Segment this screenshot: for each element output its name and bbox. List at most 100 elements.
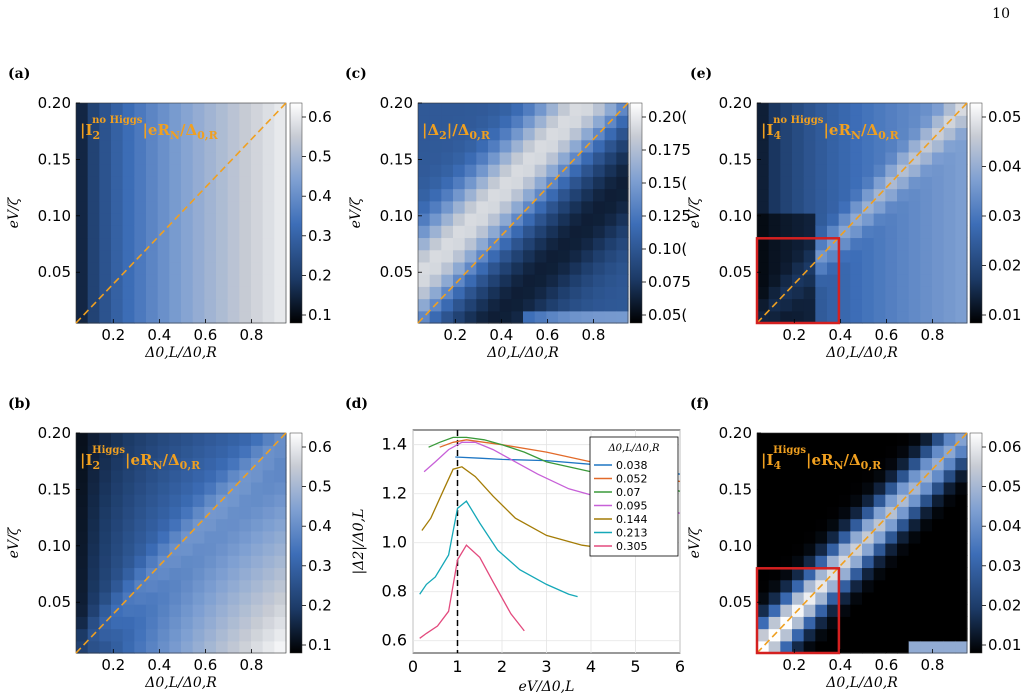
heatmap-cell xyxy=(873,115,886,129)
legend-label: 0.052 xyxy=(616,473,648,486)
heatmap-cell xyxy=(920,310,933,324)
heatmap-cell xyxy=(157,494,170,507)
heatmap-cell xyxy=(943,237,956,251)
y-tick-label: 0.20 xyxy=(719,94,752,112)
heatmap-cell xyxy=(181,433,194,446)
heatmap-cell xyxy=(239,616,252,630)
x-axis-label: Δ0,L/Δ0,R xyxy=(144,675,217,691)
heatmap-cell xyxy=(862,469,875,483)
heatmap-cell xyxy=(757,115,770,129)
heatmap-cell xyxy=(908,176,921,190)
heatmap-cell xyxy=(815,433,828,446)
heatmap-cell xyxy=(146,127,159,141)
heatmap-cell xyxy=(181,591,194,605)
heatmap-cell xyxy=(780,151,793,165)
heatmap-cell xyxy=(169,457,182,471)
heatmap-cell xyxy=(815,237,828,251)
y-tick-label: 0.05 xyxy=(719,593,752,611)
heatmap-cell xyxy=(99,164,112,177)
heatmap-cell xyxy=(464,151,477,165)
heatmap-cell xyxy=(757,530,770,544)
heatmap-cell xyxy=(169,433,182,446)
heatmap-cell xyxy=(262,103,275,116)
heatmap-cell xyxy=(111,310,124,324)
heatmap-cell xyxy=(838,469,851,483)
heatmap-cell xyxy=(262,286,275,300)
heatmap-cell xyxy=(216,139,229,153)
heatmap-cell xyxy=(76,103,89,116)
heatmap-cell xyxy=(169,127,182,141)
heatmap-cell xyxy=(803,249,816,263)
heatmap-cell xyxy=(593,237,606,251)
heatmap-cell xyxy=(862,481,875,495)
heatmap-cell xyxy=(616,115,629,129)
heatmap-cell xyxy=(181,103,194,116)
inset-title: |I2Higgs|eRN/Δ0,R xyxy=(80,445,201,472)
heatmap-cell xyxy=(192,530,205,544)
heatmap-cell xyxy=(192,481,205,495)
heatmap-cell xyxy=(920,579,933,593)
heatmap-cell xyxy=(873,628,886,642)
heatmap-cell xyxy=(216,176,229,190)
x-tick-label: 0.8 xyxy=(921,326,945,344)
heatmap-cell xyxy=(262,127,275,141)
heatmap-cell xyxy=(838,103,851,116)
heatmap-cell xyxy=(558,127,571,141)
heatmap-cell xyxy=(204,200,217,214)
heatmap-cell xyxy=(873,127,886,141)
heatmap-cell xyxy=(157,249,170,263)
heatmap-cell xyxy=(780,445,793,459)
heatmap-cell xyxy=(815,555,828,569)
legend-box xyxy=(589,436,679,557)
heatmap-cell xyxy=(192,200,205,214)
heatmap-cell xyxy=(429,176,442,190)
heatmap-cell xyxy=(768,164,781,177)
heatmap-cell xyxy=(827,555,840,569)
heatmap-cell xyxy=(169,200,182,214)
heatmap-cell xyxy=(581,188,594,202)
heatmap-cell xyxy=(604,310,617,324)
heatmap-cell xyxy=(581,298,594,312)
heatmap-cell xyxy=(216,481,229,495)
heatmap-cell xyxy=(476,115,489,129)
heatmap-cell xyxy=(169,469,182,483)
heatmap-cell xyxy=(803,151,816,165)
heatmap-cell xyxy=(99,530,112,544)
heatmap-cell xyxy=(827,518,840,532)
heatmap-cell xyxy=(803,579,816,593)
heatmap-cell xyxy=(76,261,89,275)
x-tick-label: 0.6 xyxy=(193,326,217,344)
heatmap-cell xyxy=(908,274,921,287)
heatmap-cell xyxy=(558,176,571,190)
heatmap-cell xyxy=(146,298,159,312)
heatmap-cell xyxy=(134,310,147,324)
heatmap-cell xyxy=(76,298,89,312)
heatmap-cell xyxy=(827,591,840,605)
heatmap-cell xyxy=(134,274,147,287)
heatmap-cell xyxy=(76,249,89,263)
heatmap-cell xyxy=(862,640,875,654)
heatmap-cell xyxy=(111,445,124,459)
heatmap-cell xyxy=(251,433,264,446)
heatmap-cell xyxy=(920,604,933,617)
heatmap-cell xyxy=(111,628,124,642)
heatmap-cell xyxy=(216,640,229,654)
heatmap-cell xyxy=(920,164,933,177)
heatmap-cell xyxy=(827,164,840,177)
heatmap-cell xyxy=(111,457,124,471)
heatmap-cell xyxy=(873,604,886,617)
heatmap-cell xyxy=(616,213,629,226)
heatmap-cell xyxy=(792,481,805,495)
heatmap-cell xyxy=(838,543,851,556)
x-tick-label: 0.4 xyxy=(147,326,171,344)
heatmap-cell xyxy=(134,616,147,630)
heatmap-cell xyxy=(511,103,524,116)
heatmap-cell xyxy=(192,543,205,556)
heatmap-cell xyxy=(932,518,945,532)
heatmap-cell xyxy=(885,555,898,569)
heatmap-cell xyxy=(780,115,793,129)
heatmap-cell xyxy=(943,530,956,544)
y-tick-label: 0.8 xyxy=(382,582,407,601)
heatmap-cell xyxy=(418,200,431,214)
heatmap-cell xyxy=(274,579,287,593)
